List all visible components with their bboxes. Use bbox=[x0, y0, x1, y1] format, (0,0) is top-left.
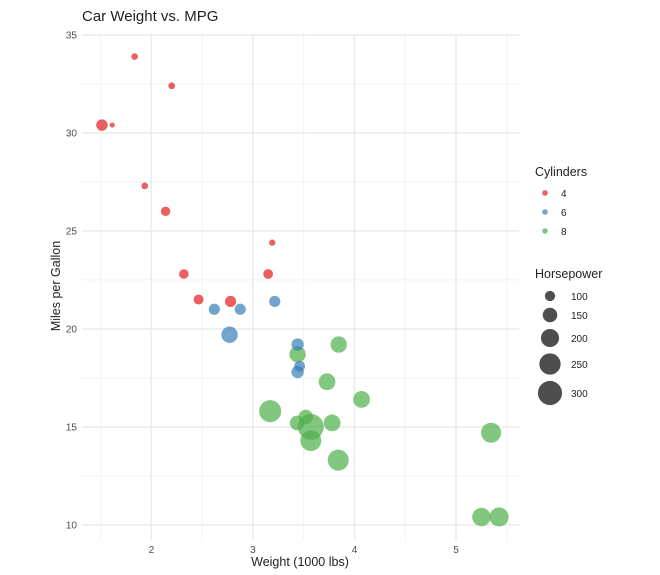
size-legend-label: 150 bbox=[571, 311, 588, 322]
data-point bbox=[297, 413, 324, 440]
data-point bbox=[323, 414, 341, 432]
data-point bbox=[234, 303, 246, 315]
data-point bbox=[291, 338, 304, 351]
x-tick-label: 4 bbox=[352, 545, 358, 556]
data-point bbox=[291, 365, 304, 379]
size-legend-label: 200 bbox=[571, 334, 588, 345]
data-point bbox=[269, 239, 276, 246]
data-point bbox=[327, 449, 349, 471]
data-point bbox=[318, 373, 336, 391]
data-point bbox=[289, 346, 306, 363]
x-tick-label: 2 bbox=[149, 545, 155, 556]
data-point bbox=[179, 269, 189, 279]
size-legend-key bbox=[544, 290, 556, 302]
color-legend-key bbox=[542, 209, 548, 215]
x-tick-label: 5 bbox=[453, 545, 459, 556]
data-point bbox=[208, 303, 220, 315]
y-tick-label: 30 bbox=[66, 128, 78, 139]
x-axis-label: Weight (1000 lbs) bbox=[251, 555, 349, 569]
y-tick-label: 15 bbox=[66, 422, 78, 433]
chart-title: Car Weight vs. MPG bbox=[82, 8, 218, 25]
data-point bbox=[269, 295, 281, 308]
data-point bbox=[263, 269, 274, 279]
size-legend-key bbox=[539, 353, 561, 375]
y-tick-label: 10 bbox=[66, 520, 78, 531]
data-point bbox=[330, 336, 347, 353]
color-legend-title: Cylinders bbox=[535, 165, 587, 179]
size-legend-key bbox=[540, 328, 560, 348]
data-point bbox=[225, 295, 237, 308]
data-point bbox=[131, 53, 138, 60]
data-point bbox=[221, 326, 238, 343]
size-legend-title: Horsepower bbox=[535, 267, 602, 281]
color-legend-label: 4 bbox=[561, 189, 567, 200]
size-legend-label: 250 bbox=[571, 360, 588, 371]
y-tick-label: 25 bbox=[66, 226, 78, 237]
data-point bbox=[141, 182, 149, 190]
data-point bbox=[96, 119, 108, 131]
data-point bbox=[259, 400, 282, 423]
data-point bbox=[168, 82, 176, 90]
color-legend-label: 8 bbox=[561, 227, 567, 238]
data-point bbox=[353, 391, 370, 408]
size-legend-key bbox=[537, 380, 563, 406]
data-point bbox=[472, 507, 491, 527]
color-legend-key bbox=[542, 228, 548, 234]
tick-labels: 2 3 4 5 10 15 20 25 30 35 bbox=[66, 30, 459, 556]
color-legend-key bbox=[542, 190, 548, 196]
size-legend-label: 300 bbox=[571, 389, 588, 400]
y-tick-label: 35 bbox=[66, 30, 78, 41]
data-point bbox=[481, 422, 502, 443]
size-legend-label: 100 bbox=[571, 292, 588, 303]
data-points bbox=[96, 53, 509, 527]
legend: Cylinders 4 6 8 Horsepower 100 150 200 250 300 bbox=[535, 165, 602, 406]
data-point bbox=[109, 122, 115, 128]
data-point bbox=[160, 206, 171, 217]
x-tick-label: 3 bbox=[250, 545, 256, 556]
y-tick-label: 20 bbox=[66, 324, 78, 335]
grid bbox=[82, 33, 519, 540]
data-point bbox=[489, 507, 509, 527]
y-axis-label: Miles per Gallon bbox=[49, 241, 63, 331]
size-legend-key bbox=[542, 307, 558, 323]
color-legend-label: 6 bbox=[561, 208, 567, 219]
data-point bbox=[193, 294, 204, 305]
